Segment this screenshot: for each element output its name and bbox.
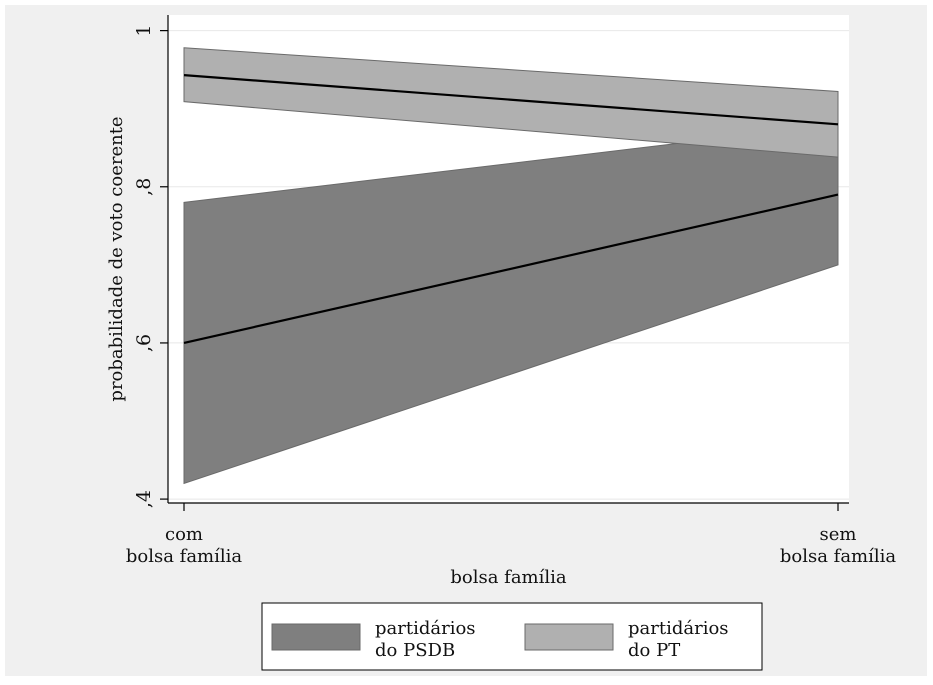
legend-label-series-2-line-0: partidários <box>628 618 729 639</box>
legend-label-series-2-line-1: do PT <box>628 640 680 661</box>
estimate-line-series-1 <box>183 193 839 345</box>
y-tick-label-3: 1 <box>133 25 155 37</box>
y-tick-label-2: ,8 <box>133 178 155 196</box>
y-tick-label-1: ,6 <box>133 334 155 352</box>
x-tick-label-1-line-1: bolsa família <box>780 546 897 567</box>
estimate-line-series-2 <box>183 74 839 126</box>
legend-swatch-series-1 <box>271 623 361 651</box>
legend-swatch-series-2 <box>524 623 614 651</box>
y-axis-title: probabilidade de voto coerente <box>106 116 127 401</box>
x-tick-label-1-line-0: sem <box>820 524 857 545</box>
series-lines <box>183 74 839 345</box>
legend-label-series-1-line-1: do PSDB <box>375 640 455 661</box>
ci-band-series-2 <box>183 47 839 158</box>
confidence-bands <box>183 47 839 485</box>
x-tick-label-0-line-1: bolsa família <box>126 546 243 567</box>
legend-label-series-1-line-0: partidários <box>375 618 476 639</box>
x-axis-title: bolsa família <box>450 567 567 588</box>
x-tick-label-0-line-0: com <box>165 524 203 545</box>
y-tick-label-0: ,4 <box>133 490 155 508</box>
ci-band-series-1 <box>183 123 839 485</box>
